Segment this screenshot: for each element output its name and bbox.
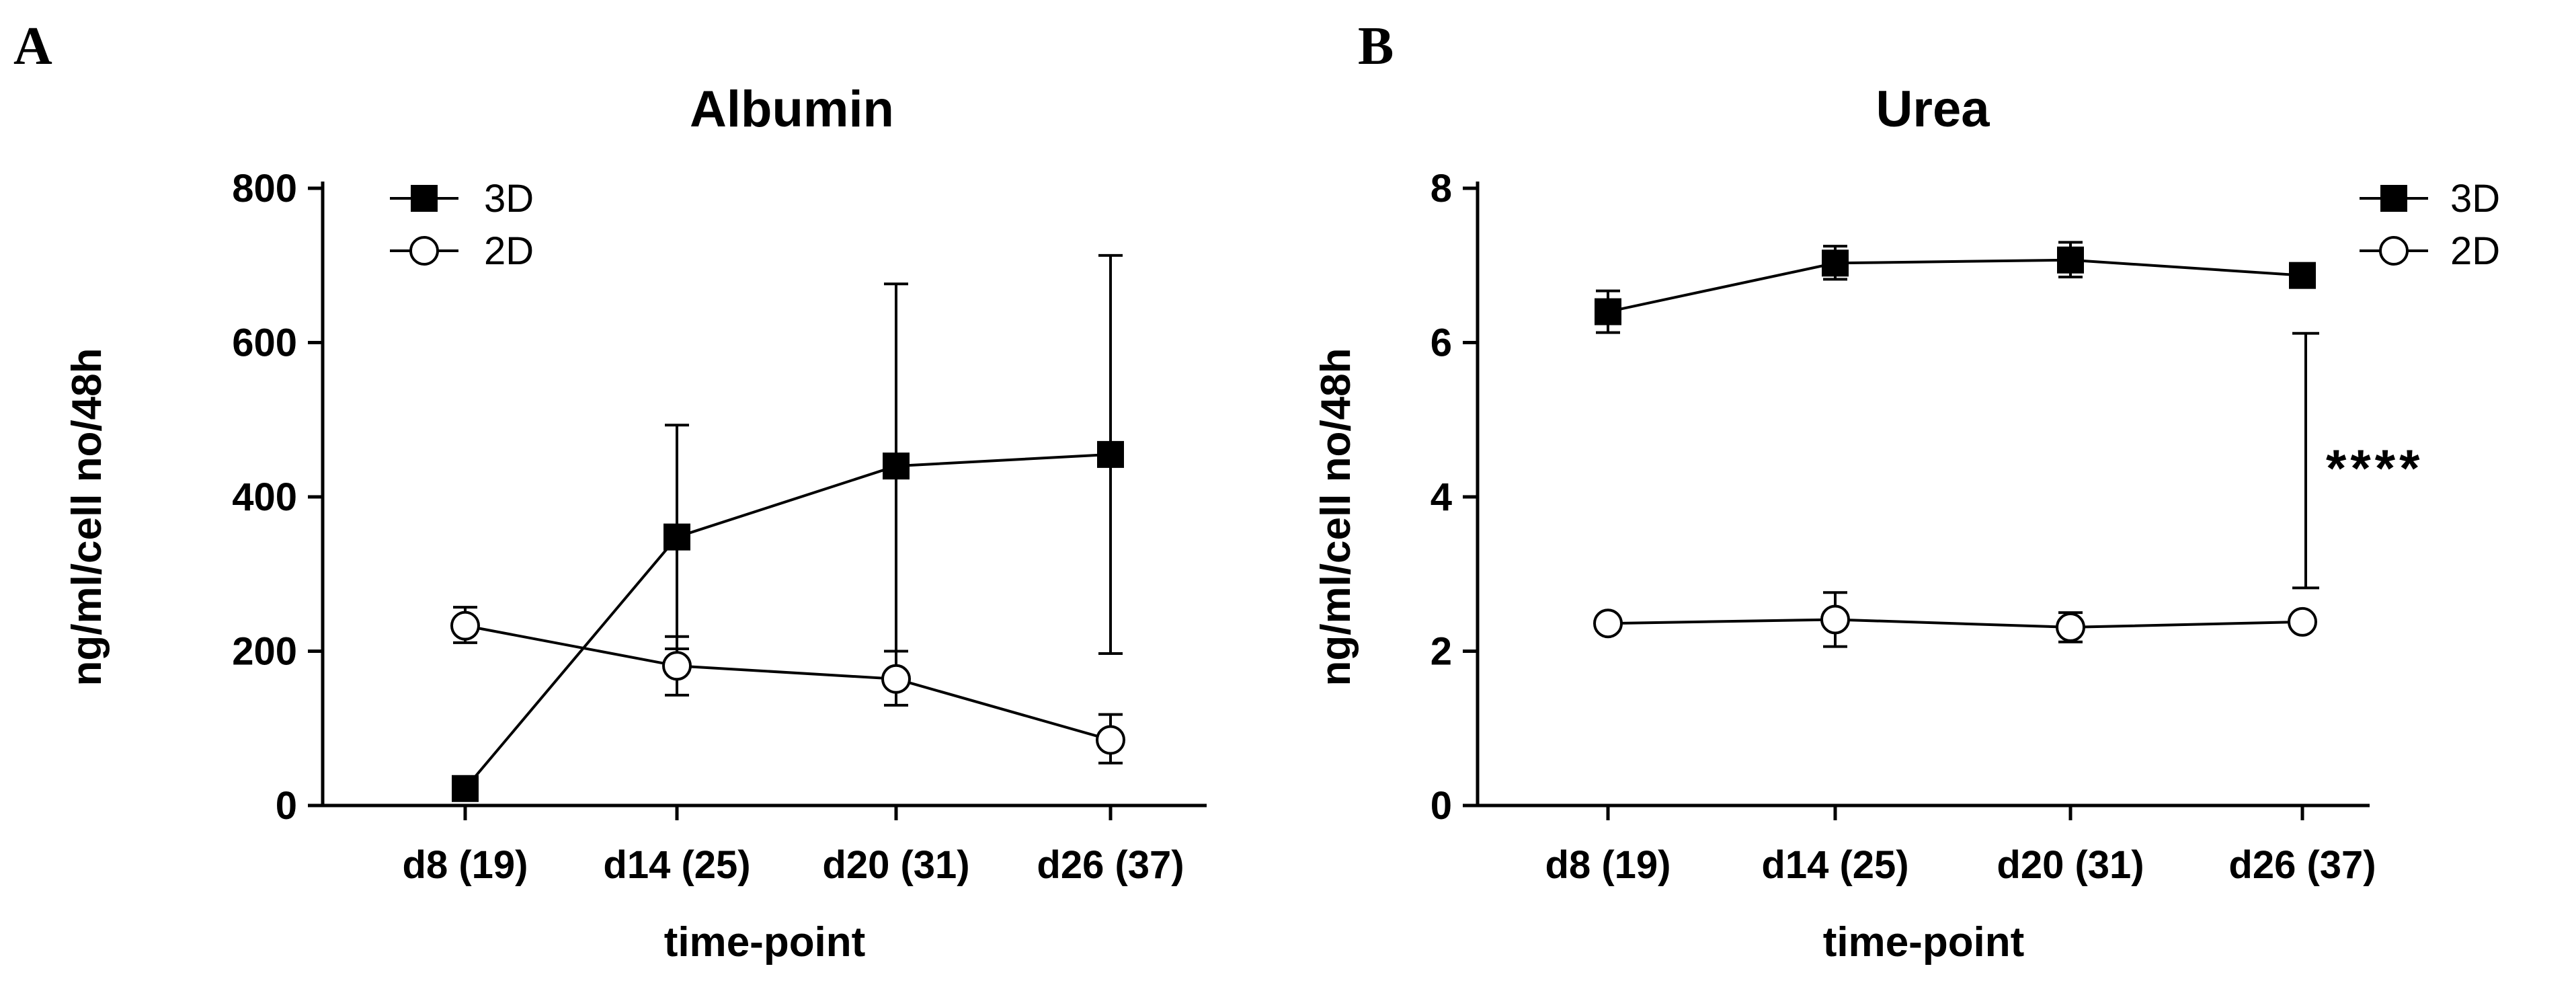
series-line-2d <box>465 624 1111 742</box>
series-line-2d <box>1607 618 2303 629</box>
panel-a: A Albumin 0 200 400 600 800 d8 (19) d14 (25) d20 … <box>13 17 1207 966</box>
data-point-3d <box>1595 298 1621 325</box>
y-tick-label: 2 <box>1431 630 1452 674</box>
chart-title: Urea <box>1876 81 1990 138</box>
y-axis-label: ng/ml/cell no/48h <box>1313 348 1359 686</box>
y-tick-label: 0 <box>276 784 297 828</box>
data-point-3d <box>452 775 479 802</box>
legend-marker-2d <box>409 236 439 266</box>
significance-label: **** <box>2326 438 2423 498</box>
x-axis-label: time-point <box>664 919 866 966</box>
series-line-3d <box>464 453 1111 790</box>
legend-label-2d: 2D <box>2450 229 2500 273</box>
x-tick-label: d8 (19) <box>1545 843 1671 887</box>
y-axis-label: ng/ml/cell no/48h <box>64 348 110 686</box>
chart-title: Albumin <box>690 81 894 138</box>
data-point-2d <box>662 651 692 681</box>
data-point-3d <box>663 523 690 551</box>
data-point-3d <box>883 453 910 480</box>
legend-label-2d: 2D <box>484 229 534 273</box>
x-tick-label: d26 (37) <box>1037 843 1184 887</box>
legend-label-3d: 3D <box>2450 177 2500 221</box>
data-point-3d <box>2057 246 2084 274</box>
x-tick-label: d14 (25) <box>603 843 750 887</box>
y-tick-label: 600 <box>232 321 297 365</box>
y-tick-label: 800 <box>232 167 297 210</box>
legend-label-3d: 3D <box>484 177 534 221</box>
data-point-2d <box>881 664 911 694</box>
x-tick-label: d8 (19) <box>403 843 528 887</box>
panel-letter-b: B <box>1358 17 1394 76</box>
x-axis-label: time-point <box>1823 919 2025 966</box>
y-tick-label: 200 <box>232 630 297 674</box>
data-point-2d <box>2056 612 2085 642</box>
x-tick-label: d14 (25) <box>1761 843 1908 887</box>
legend-marker-2d <box>2379 236 2409 266</box>
panel-letter-a: A <box>13 17 52 76</box>
data-point-2d <box>1593 608 1623 639</box>
data-point-2d <box>450 611 480 641</box>
x-tick-label: d20 (31) <box>1997 843 2144 887</box>
data-point-3d <box>2289 262 2316 289</box>
data-point-3d <box>1822 249 1849 277</box>
y-tick-label: 4 <box>1431 475 1452 519</box>
data-point-2d <box>2288 606 2317 637</box>
legend-marker-3d <box>2380 185 2407 212</box>
series-line-3d <box>1607 258 2303 313</box>
y-tick-label: 8 <box>1431 167 1452 210</box>
legend-marker-3d <box>411 185 438 212</box>
data-point-3d <box>1097 440 1124 468</box>
x-tick-label: d26 (37) <box>2228 843 2376 887</box>
panel-b: B Urea 0 2 4 6 8 d8 (19) d14 (25) d20 (31) d26 (37… <box>1313 17 2500 966</box>
y-tick-label: 6 <box>1431 321 1452 365</box>
y-tick-label: 0 <box>1431 784 1452 828</box>
x-tick-label: d20 (31) <box>822 843 969 887</box>
data-point-2d <box>1096 725 1125 755</box>
y-tick-label: 400 <box>232 475 297 519</box>
data-point-2d <box>1820 604 1850 635</box>
